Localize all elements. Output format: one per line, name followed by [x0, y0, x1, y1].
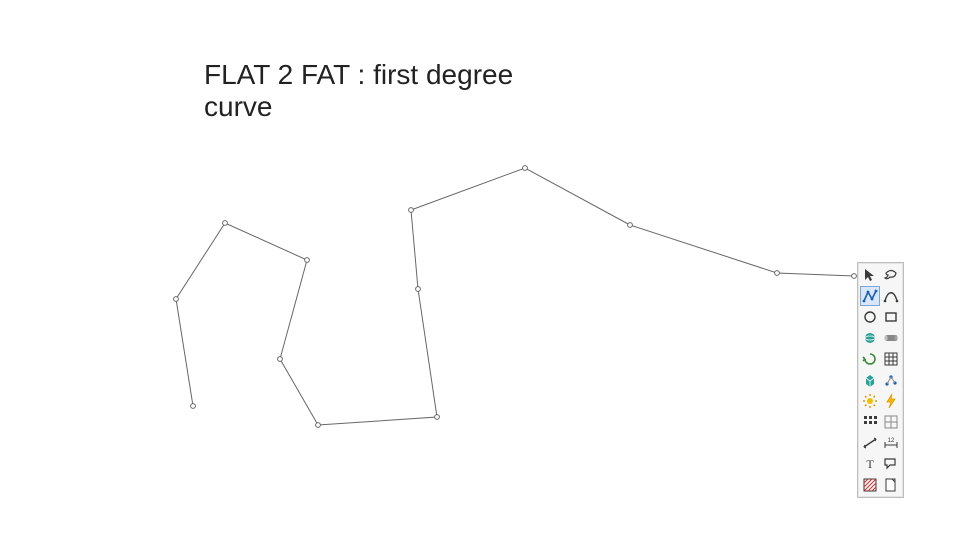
tool-polyline[interactable]: [860, 286, 880, 306]
tool-hatch[interactable]: [860, 475, 880, 495]
control-point[interactable]: [305, 258, 310, 263]
control-point[interactable]: [316, 423, 321, 428]
page-icon: [883, 477, 899, 493]
control-point[interactable]: [409, 208, 414, 213]
control-point[interactable]: [628, 223, 633, 228]
tool-lasso[interactable]: [881, 265, 901, 285]
measure-icon: [862, 435, 878, 451]
control-point[interactable]: [435, 415, 440, 420]
control-point[interactable]: [278, 357, 283, 362]
tool-annotate[interactable]: [881, 454, 901, 474]
tool-edit-points[interactable]: [881, 370, 901, 390]
tool-sphere[interactable]: [860, 328, 880, 348]
tool-solid[interactable]: [860, 370, 880, 390]
array-icon: [862, 414, 878, 430]
tool-dimension[interactable]: 12: [881, 433, 901, 453]
tool-tube[interactable]: [881, 328, 901, 348]
tool-pointer[interactable]: [860, 265, 880, 285]
mesh-icon: [883, 351, 899, 367]
toolbox-palette: 12 T: [857, 262, 904, 498]
control-point[interactable]: [523, 166, 528, 171]
tool-circle[interactable]: [860, 307, 880, 327]
first-degree-curve: [176, 168, 854, 425]
svg-text:12: 12: [888, 438, 895, 444]
control-point[interactable]: [416, 287, 421, 292]
bolt-icon: [883, 393, 899, 409]
grid-icon: [883, 414, 899, 430]
sphere-icon: [862, 330, 878, 346]
control-point[interactable]: [775, 271, 780, 276]
svg-text:T: T: [866, 457, 874, 471]
tool-page[interactable]: [881, 475, 901, 495]
sun-icon: [862, 393, 878, 409]
control-point[interactable]: [174, 297, 179, 302]
tool-array[interactable]: [860, 412, 880, 432]
tool-rectangle[interactable]: [881, 307, 901, 327]
control-curve-icon: [883, 288, 899, 304]
tool-sun[interactable]: [860, 391, 880, 411]
control-points-group: [174, 166, 857, 428]
tool-control-curve[interactable]: [881, 286, 901, 306]
drawing-canvas[interactable]: [0, 0, 960, 540]
lasso-icon: [883, 267, 899, 283]
tool-bolt[interactable]: [881, 391, 901, 411]
tool-mesh[interactable]: [881, 349, 901, 369]
dimension-icon: 12: [883, 435, 899, 451]
pointer-icon: [862, 267, 878, 283]
hatch-icon: [862, 477, 878, 493]
tool-grid[interactable]: [881, 412, 901, 432]
solid-icon: [862, 372, 878, 388]
control-point[interactable]: [191, 404, 196, 409]
polyline-icon: [862, 288, 878, 304]
text-icon: T: [862, 456, 878, 472]
tool-measure[interactable]: [860, 433, 880, 453]
tube-icon: [883, 330, 899, 346]
tool-text[interactable]: T: [860, 454, 880, 474]
edit-points-icon: [883, 372, 899, 388]
revolve-icon: [862, 351, 878, 367]
annotate-icon: [883, 456, 899, 472]
control-point[interactable]: [852, 274, 857, 279]
tool-revolve[interactable]: [860, 349, 880, 369]
rectangle-icon: [883, 309, 899, 325]
circle-icon: [862, 309, 878, 325]
control-point[interactable]: [223, 221, 228, 226]
